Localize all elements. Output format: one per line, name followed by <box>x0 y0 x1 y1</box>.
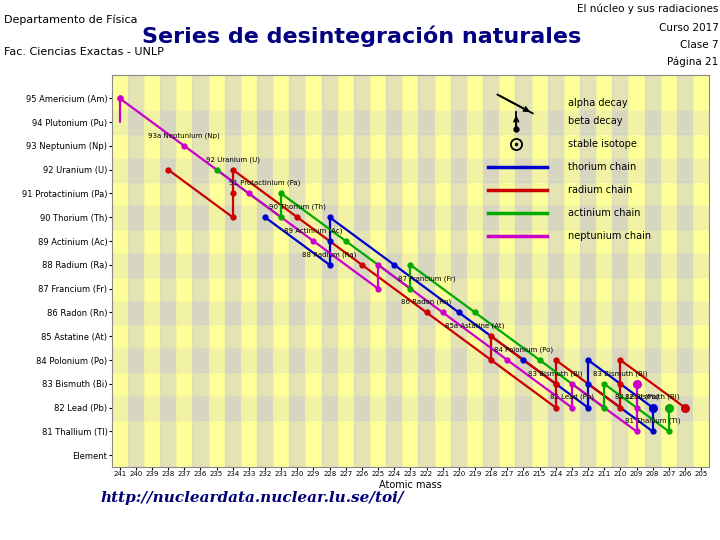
Bar <box>467 75 483 467</box>
Text: neptunium chain: neptunium chain <box>568 231 651 241</box>
Bar <box>112 301 709 325</box>
Text: 84 Polonium (Po): 84 Polonium (Po) <box>494 346 553 353</box>
Text: Clase 7: Clase 7 <box>680 40 719 50</box>
Text: 85a Astatine (At): 85a Astatine (At) <box>445 322 505 329</box>
Text: actinium chain: actinium chain <box>568 208 640 218</box>
Text: radium chain: radium chain <box>568 185 632 195</box>
Text: 87 Francium (Fr): 87 Francium (Fr) <box>397 275 455 281</box>
Bar <box>451 75 467 467</box>
Text: 88 Radium (Ra): 88 Radium (Ra) <box>302 251 357 258</box>
Bar <box>693 75 709 467</box>
Bar <box>257 75 273 467</box>
Text: 82 Lead (Pb): 82 Lead (Pb) <box>614 394 659 401</box>
Text: 93a Neptunium (Np): 93a Neptunium (Np) <box>148 132 220 139</box>
Bar <box>225 75 240 467</box>
Bar <box>240 75 257 467</box>
Bar <box>112 110 709 134</box>
Bar <box>629 75 644 467</box>
Bar <box>322 75 338 467</box>
Bar <box>112 348 709 372</box>
Text: 90 Thorium (Th): 90 Thorium (Th) <box>269 204 325 210</box>
Bar <box>192 75 209 467</box>
Bar <box>354 75 370 467</box>
Bar <box>160 75 176 467</box>
Bar <box>338 75 354 467</box>
Bar <box>112 134 709 158</box>
Bar <box>580 75 596 467</box>
Text: 86 Radon (Rn): 86 Radon (Rn) <box>402 299 451 305</box>
Text: Departamento de Física: Departamento de Física <box>4 15 137 25</box>
Bar <box>112 229 709 253</box>
Bar <box>144 75 160 467</box>
Bar <box>289 75 305 467</box>
X-axis label: Atomic mass: Atomic mass <box>379 480 442 490</box>
Bar <box>644 75 661 467</box>
Bar <box>112 396 709 420</box>
Bar <box>386 75 402 467</box>
Text: 83 Bismuth (Bi): 83 Bismuth (Bi) <box>593 370 648 377</box>
Bar <box>112 372 709 396</box>
Text: stable isotope: stable isotope <box>568 139 636 149</box>
Bar <box>305 75 322 467</box>
Text: 81 Thallium (Tl): 81 Thallium (Tl) <box>625 418 680 424</box>
Bar <box>516 75 531 467</box>
Bar <box>112 325 709 348</box>
Bar <box>112 253 709 277</box>
Text: beta decay: beta decay <box>568 116 622 126</box>
Bar <box>112 86 709 110</box>
Bar <box>499 75 516 467</box>
Bar <box>548 75 564 467</box>
Bar <box>435 75 451 467</box>
Bar <box>112 181 709 205</box>
Bar <box>112 205 709 229</box>
Bar <box>418 75 435 467</box>
Bar <box>483 75 499 467</box>
Bar <box>112 75 127 467</box>
Bar <box>127 75 144 467</box>
Text: 89 Actinium (Ac): 89 Actinium (Ac) <box>284 227 343 234</box>
Bar <box>370 75 386 467</box>
Bar <box>112 420 709 443</box>
Bar <box>176 75 192 467</box>
Bar <box>273 75 289 467</box>
Bar <box>564 75 580 467</box>
Bar <box>112 158 709 181</box>
Bar <box>596 75 612 467</box>
Text: http://nucleardata.nuclear.lu.se/toi/: http://nucleardata.nuclear.lu.se/toi/ <box>101 491 405 505</box>
Text: Series de desintegración naturales: Series de desintegración naturales <box>142 26 582 47</box>
Text: 83 Bismuth (Bi): 83 Bismuth (Bi) <box>528 370 583 377</box>
Bar <box>661 75 677 467</box>
Bar <box>402 75 418 467</box>
Bar <box>112 277 709 301</box>
Bar <box>531 75 548 467</box>
Text: Fac. Ciencias Exactas - UNLP: Fac. Ciencias Exactas - UNLP <box>4 48 163 57</box>
Text: Curso 2017: Curso 2017 <box>659 23 719 33</box>
Text: 91 Protactinium (Pa): 91 Protactinium (Pa) <box>230 180 301 186</box>
Bar <box>612 75 629 467</box>
Text: alpha decay: alpha decay <box>568 98 627 108</box>
Text: 92 Uranium (U): 92 Uranium (U) <box>206 156 260 163</box>
Text: El núcleo y sus radiaciones: El núcleo y sus radiaciones <box>577 4 719 14</box>
Text: thorium chain: thorium chain <box>568 162 636 172</box>
Bar <box>209 75 225 467</box>
Text: 82 Lead (Pb): 82 Lead (Pb) <box>550 394 594 401</box>
Bar <box>677 75 693 467</box>
Text: Página 21: Página 21 <box>667 57 719 68</box>
Text: 82 Bismuth (Bi): 82 Bismuth (Bi) <box>626 394 680 401</box>
